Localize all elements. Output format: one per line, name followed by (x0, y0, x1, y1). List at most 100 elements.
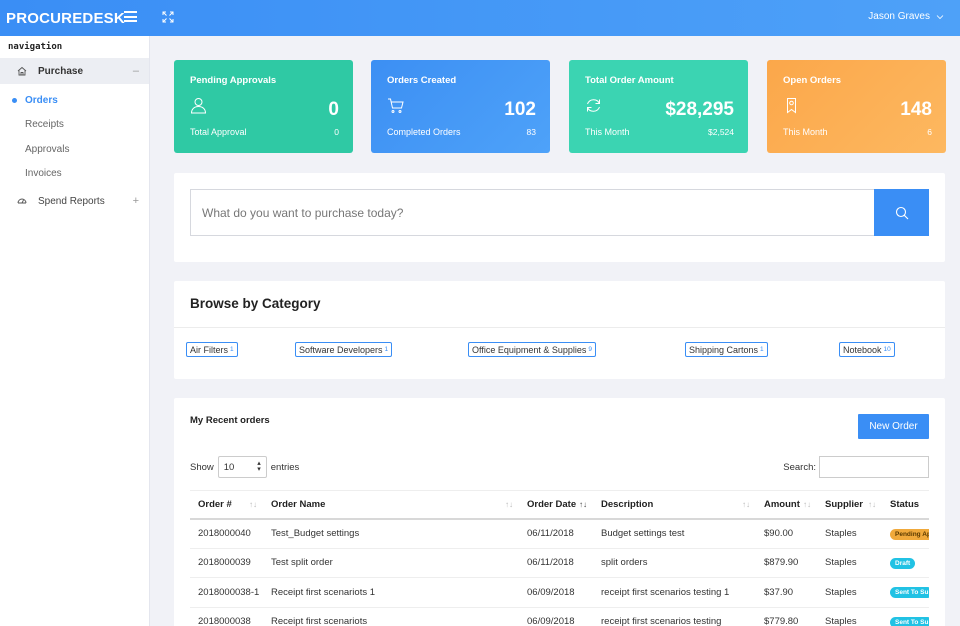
menu-toggle-icon[interactable] (124, 11, 137, 22)
new-order-button[interactable]: New Order (858, 414, 929, 439)
cell-order-date: 06/11/2018 (519, 548, 593, 578)
cell-description: receipt first scenarios testing 1 (593, 577, 756, 608)
card-title: Pending Approvals (190, 75, 277, 86)
card-total-order-amount[interactable]: Total Order Amount $28,295 This Month $2… (569, 60, 748, 153)
search-icon (895, 206, 908, 219)
user-menu[interactable]: Jason Graves (868, 11, 944, 22)
status-badge: Pending Ap (890, 528, 929, 540)
collapse-icon[interactable]: – (132, 65, 139, 77)
card-title: Total Order Amount (585, 75, 674, 86)
card-sub-value: $2,524 (708, 127, 734, 137)
search-label: Search: (783, 461, 816, 473)
sort-icon: ↑↓ (249, 500, 257, 509)
column-header-supplier[interactable]: Supplier ↑↓ (817, 490, 882, 520)
table-search-input[interactable] (819, 456, 929, 478)
entries-value: 10 (223, 461, 235, 473)
sidebar-item-invoices[interactable]: Invoices (0, 162, 149, 187)
card-sub-value: 6 (927, 127, 932, 137)
sidebar-item-receipts[interactable]: Receipts (0, 113, 149, 138)
browse-title: Browse by Category (190, 296, 321, 311)
cell-order-no: 2018000038-1 (190, 577, 263, 608)
cell-status: Pending Ap (882, 518, 929, 549)
sidebar-group-spend-reports[interactable]: Spend Reports + (0, 188, 149, 214)
sidebar-group-label: Purchase (38, 65, 84, 77)
table-row[interactable]: 2018000038-1 Receipt first scenariots 1 … (190, 577, 929, 608)
sidebar-item-orders[interactable]: Orders (0, 88, 149, 113)
column-header-amount[interactable]: Amount ↑↓ (756, 490, 817, 520)
category-air-filters[interactable]: Air Filters 1 (186, 342, 238, 357)
column-header-status[interactable]: Status (882, 490, 929, 520)
column-header-order-date[interactable]: Order Date ↑↓ (519, 490, 593, 520)
table-row[interactable]: 2018000040 Test_Budget settings 06/11/20… (190, 518, 929, 549)
card-orders-created[interactable]: Orders Created 102 Completed Orders 83 (371, 60, 550, 153)
column-header-label: Order Date (527, 498, 577, 510)
card-sub-label: This Month (783, 127, 828, 137)
column-header-label: Amount (764, 498, 800, 510)
category-count: 1 (760, 346, 764, 353)
sort-icon: ↑↓ (868, 500, 876, 509)
orders-title: My Recent orders (190, 415, 270, 426)
category-count: 1 (230, 346, 234, 353)
expand-plus-icon[interactable]: + (132, 195, 139, 207)
cell-order-date: 06/11/2018 (519, 518, 593, 549)
category-notebook[interactable]: Notebook 10 (839, 342, 895, 357)
cell-order-no: 2018000039 (190, 548, 263, 578)
search-placeholder: What do you want to purchase today? (202, 205, 404, 220)
sidebar-item-approvals[interactable]: Approvals (0, 137, 149, 162)
category-software-developers[interactable]: Software Developers 1 (295, 342, 393, 357)
category-count: 9 (588, 346, 593, 353)
table-row[interactable]: 2018000038 Receipt first scenariots 06/0… (190, 607, 929, 626)
table-search-control: Search: (783, 456, 929, 478)
column-header-label: Status (890, 498, 920, 510)
card-title: Orders Created (387, 75, 457, 86)
cell-description: receipt first scenarios testing (593, 607, 756, 626)
card-value: 102 (504, 99, 536, 120)
cell-order-no: 2018000038 (190, 607, 263, 626)
sidebar: navigation Purchase – Orders Receipts Ap… (0, 36, 150, 626)
cell-supplier: Staples (817, 577, 882, 608)
card-open-orders[interactable]: Open Orders 148 This Month 6 (767, 60, 946, 153)
fullscreen-icon[interactable] (162, 11, 174, 23)
cell-supplier: Staples (817, 518, 882, 549)
cell-amount: $879.90 (756, 548, 817, 578)
column-header-description[interactable]: Description ↑↓ (593, 490, 756, 520)
column-header-label: Supplier (825, 498, 864, 510)
cell-order-name: Receipt first scenariots (263, 607, 519, 626)
cell-supplier: Staples (817, 548, 882, 578)
cell-order-name: Test_Budget settings (263, 518, 519, 549)
sort-icon: ↑↓ (505, 500, 513, 509)
cell-amount: $90.00 (756, 518, 817, 549)
column-header-order-name[interactable]: Order Name ↑↓ (263, 490, 519, 520)
cell-order-no: 2018000040 (190, 518, 263, 549)
column-header-order-no[interactable]: Order # ↑↓ (190, 490, 263, 520)
table-header-row: Order # ↑↓ Order Name ↑↓ Order Date ↑↓ Desc… (190, 490, 929, 520)
card-pending-approvals[interactable]: Pending Approvals 0 Total Approval 0 (174, 60, 353, 153)
sort-desc-icon: ↑↓ (579, 500, 587, 509)
bookmark-icon (787, 98, 796, 114)
card-sub-label: Completed Orders (387, 127, 461, 137)
card-value: 148 (900, 99, 932, 120)
category-shipping-cartons[interactable]: Shipping Cartons 1 (685, 342, 768, 357)
app-logo[interactable]: PROCUREDESK (0, 0, 150, 36)
cell-description: split orders (593, 548, 756, 578)
cell-supplier: Staples (817, 607, 882, 626)
card-title: Open Orders (783, 75, 842, 86)
category-label: Software Developers (299, 344, 383, 355)
orders-table: Order # ↑↓ Order Name ↑↓ Order Date ↑↓ Desc… (190, 490, 929, 626)
select-arrows-icon: ▴ ▾ (257, 460, 261, 473)
show-label: Show (190, 461, 214, 473)
entries-select[interactable]: 10 ▴ ▾ (217, 456, 267, 478)
category-label: Air Filters (190, 344, 228, 355)
category-office-equipment[interactable]: Office Equipment & Supplies 9 (468, 342, 597, 357)
chart-icon (17, 198, 27, 204)
user-name: Jason Graves (868, 11, 930, 22)
category-label: Notebook (843, 344, 882, 355)
table-row[interactable]: 2018000039 Test split order 06/11/2018 s… (190, 548, 929, 578)
purchase-search-input[interactable]: What do you want to purchase today? (190, 189, 875, 236)
category-count: 1 (384, 346, 389, 353)
purchase-search-panel: What do you want to purchase today? (174, 173, 945, 262)
column-header-label: Order # (198, 498, 232, 510)
sidebar-group-purchase[interactable]: Purchase – (0, 58, 149, 84)
sidebar-group-label: Spend Reports (38, 195, 105, 207)
search-button[interactable] (874, 189, 929, 236)
